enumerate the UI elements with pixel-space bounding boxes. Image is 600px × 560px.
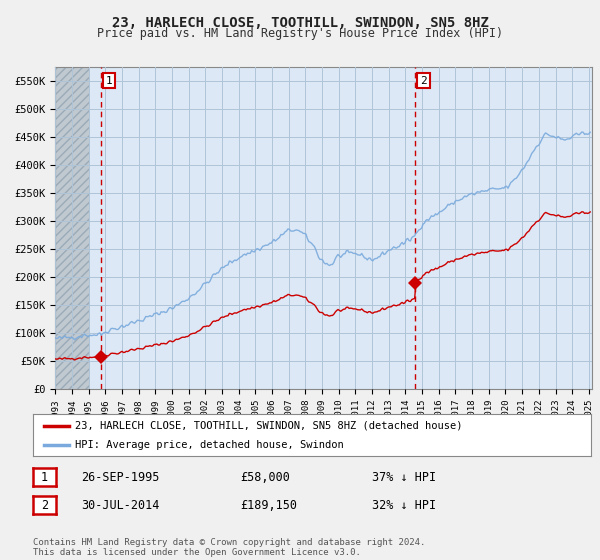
Text: 1: 1 xyxy=(106,76,113,86)
Text: Contains HM Land Registry data © Crown copyright and database right 2024.
This d: Contains HM Land Registry data © Crown c… xyxy=(33,538,425,557)
Text: 26-SEP-1995: 26-SEP-1995 xyxy=(81,470,160,484)
Text: 1: 1 xyxy=(41,470,48,484)
Text: £189,150: £189,150 xyxy=(240,498,297,512)
Text: Price paid vs. HM Land Registry's House Price Index (HPI): Price paid vs. HM Land Registry's House … xyxy=(97,27,503,40)
Text: £58,000: £58,000 xyxy=(240,470,290,484)
Text: 2: 2 xyxy=(41,498,48,512)
Text: 23, HARLECH CLOSE, TOOTHILL, SWINDON, SN5 8HZ (detached house): 23, HARLECH CLOSE, TOOTHILL, SWINDON, SN… xyxy=(75,421,463,431)
Text: 2: 2 xyxy=(420,76,427,86)
Text: 32% ↓ HPI: 32% ↓ HPI xyxy=(372,498,436,512)
Text: 23, HARLECH CLOSE, TOOTHILL, SWINDON, SN5 8HZ: 23, HARLECH CLOSE, TOOTHILL, SWINDON, SN… xyxy=(112,16,488,30)
Text: HPI: Average price, detached house, Swindon: HPI: Average price, detached house, Swin… xyxy=(75,440,344,450)
Text: 30-JUL-2014: 30-JUL-2014 xyxy=(81,498,160,512)
Text: 37% ↓ HPI: 37% ↓ HPI xyxy=(372,470,436,484)
Bar xyxy=(55,67,89,389)
